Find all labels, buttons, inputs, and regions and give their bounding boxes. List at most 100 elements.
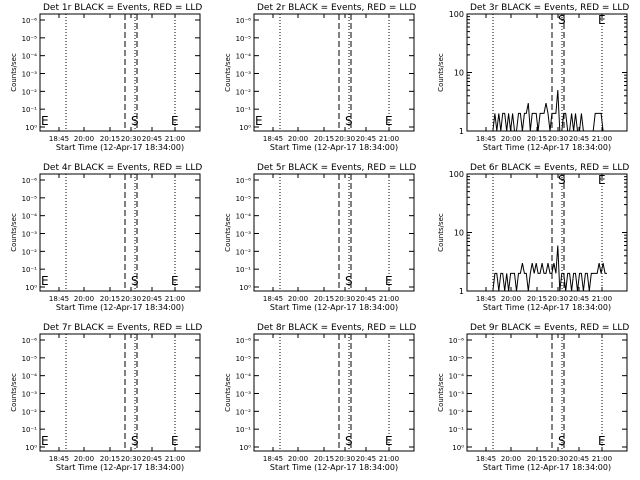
y-tick-label: 10⁻³ xyxy=(22,231,38,239)
y-tick-label: 10⁰ xyxy=(239,284,251,292)
marker-letter-e: E xyxy=(41,434,49,448)
panel-title: Det 5r BLACK = Events, RED = LLD xyxy=(257,163,416,173)
marker-letter-s: S xyxy=(131,274,139,288)
x-tick-label: 18:45 xyxy=(263,455,283,463)
y-tick-label: 10⁰ xyxy=(239,124,251,132)
x-tick-label: 20:15 xyxy=(527,135,547,143)
y-tick-label: 10⁻⁶ xyxy=(236,337,252,345)
x-tick-label: 20:45 xyxy=(569,135,589,143)
x-tick-label: 18:45 xyxy=(263,135,283,143)
y-tick-label: 10⁻⁵ xyxy=(449,355,465,363)
y-tick-label: 10⁻⁴ xyxy=(22,373,38,381)
marker-letter-e: E xyxy=(171,114,179,128)
detector-panel: Det 3r BLACK = Events, RED = LLD Counts/s… xyxy=(437,3,629,152)
y-tick-label: 10⁻⁵ xyxy=(22,35,38,43)
x-tick-label: 20:15 xyxy=(314,295,334,303)
y-tick-label: 10⁻¹ xyxy=(236,106,252,114)
plot-frame xyxy=(39,173,201,292)
x-tick-label: 21:00 xyxy=(592,455,612,463)
detector-panel: Det 8r BLACK = Events, RED = LLD Counts/s… xyxy=(224,323,416,472)
x-tick-label: 20:15 xyxy=(527,295,547,303)
marker-letter-e: E xyxy=(598,173,606,187)
y-tick-label: 10⁻¹ xyxy=(236,266,252,274)
y-tick-label: 10⁻¹ xyxy=(22,106,38,114)
y-tick-label: 10⁻² xyxy=(236,248,252,256)
marker-letter-s: S xyxy=(131,434,139,448)
plot-frame xyxy=(466,333,628,452)
x-axis-label: Start Time (12-Apr-17 18:34:00) xyxy=(270,143,398,152)
y-axis-label: Counts/sec xyxy=(224,373,232,412)
marker-letter-e: E xyxy=(385,274,393,288)
events-series-line xyxy=(487,90,607,132)
x-tick-label: 20:00 xyxy=(288,135,308,143)
y-tick-label: 10⁻³ xyxy=(236,231,252,239)
x-tick-label: 20:45 xyxy=(142,455,162,463)
y-tick-label: 1 xyxy=(459,127,464,136)
y-tick-label: 10⁻⁵ xyxy=(236,35,252,43)
y-tick-label: 10⁻⁴ xyxy=(449,373,465,381)
marker-letter-e: E xyxy=(598,434,606,448)
y-tick-label: 10⁰ xyxy=(452,444,464,452)
y-tick-label: 10⁻² xyxy=(236,408,252,416)
y-axis-label: Counts/sec xyxy=(10,373,18,412)
x-axis-label: Start Time (12-Apr-17 18:34:00) xyxy=(483,463,611,472)
x-tick-label: 20:30 xyxy=(335,295,355,303)
marker-letter-e: E xyxy=(171,274,179,288)
x-axis-label: Start Time (12-Apr-17 18:34:00) xyxy=(56,463,184,472)
x-tick-label: 20:30 xyxy=(121,455,141,463)
x-axis-label: Start Time (12-Apr-17 18:34:00) xyxy=(270,463,398,472)
y-tick-label: 10⁻⁴ xyxy=(22,53,38,61)
y-tick-label: 10⁻⁴ xyxy=(22,213,38,221)
x-tick-label: 20:45 xyxy=(142,295,162,303)
plot-frame xyxy=(253,173,415,292)
x-tick-label: 20:30 xyxy=(121,295,141,303)
panel-title: Det 1r BLACK = Events, RED = LLD xyxy=(43,3,202,13)
marker-letter-e: E xyxy=(41,114,49,128)
y-tick-label: 10⁻³ xyxy=(236,71,252,79)
x-tick-label: 18:45 xyxy=(49,135,69,143)
marker-letter-s: S xyxy=(131,114,139,128)
marker-letter-s: S xyxy=(558,434,566,448)
y-tick-label: 10⁻² xyxy=(449,408,465,416)
events-series-line xyxy=(487,245,607,292)
x-tick-label: 21:00 xyxy=(592,135,612,143)
y-tick-label: 10⁻¹ xyxy=(449,426,465,434)
marker-letter-s: S xyxy=(345,434,353,448)
y-axis-label: Counts/sec xyxy=(437,373,445,412)
y-tick-label: 10⁻² xyxy=(236,88,252,96)
x-tick-label: 20:00 xyxy=(501,455,521,463)
y-tick-label: 10⁻³ xyxy=(236,391,252,399)
y-tick-label: 10⁰ xyxy=(239,444,251,452)
x-tick-label: 20:00 xyxy=(74,135,94,143)
x-tick-label: 20:45 xyxy=(569,295,589,303)
x-tick-label: 20:30 xyxy=(121,135,141,143)
y-tick-label: 10⁻⁶ xyxy=(22,337,38,345)
x-tick-label: 18:45 xyxy=(49,295,69,303)
x-tick-label: 20:45 xyxy=(356,135,376,143)
panel-title: Det 8r BLACK = Events, RED = LLD xyxy=(257,323,416,333)
y-axis-label: Counts/sec xyxy=(224,213,232,252)
x-tick-label: 20:00 xyxy=(74,455,94,463)
detector-panel: Det 5r BLACK = Events, RED = LLD Counts/s… xyxy=(224,163,416,312)
x-tick-label: 20:15 xyxy=(527,455,547,463)
y-tick-label: 10⁻⁵ xyxy=(236,355,252,363)
y-tick-label: 10⁻¹ xyxy=(236,426,252,434)
y-tick-label: 10⁻² xyxy=(22,88,38,96)
x-tick-label: 20:00 xyxy=(501,295,521,303)
y-tick-label: 100 xyxy=(449,10,464,19)
x-tick-label: 20:45 xyxy=(569,455,589,463)
y-tick-label: 10⁻⁵ xyxy=(22,195,38,203)
x-axis-label: Start Time (12-Apr-17 18:34:00) xyxy=(270,303,398,312)
x-tick-label: 20:45 xyxy=(142,135,162,143)
plot-frame xyxy=(39,13,201,132)
y-axis-label: Counts/sec xyxy=(437,53,445,92)
marker-letter-e: E xyxy=(385,434,393,448)
detector-panel: Det 6r BLACK = Events, RED = LLD Counts/s… xyxy=(437,163,629,312)
panel-title: Det 9r BLACK = Events, RED = LLD xyxy=(470,323,629,333)
x-tick-label: 18:45 xyxy=(476,295,496,303)
y-tick-label: 10⁻¹ xyxy=(22,266,38,274)
detector-panel: Det 1r BLACK = Events, RED = LLD Counts/s… xyxy=(10,3,202,152)
y-tick-label: 10 xyxy=(454,229,464,238)
x-tick-label: 21:00 xyxy=(592,295,612,303)
x-tick-label: 18:45 xyxy=(263,295,283,303)
